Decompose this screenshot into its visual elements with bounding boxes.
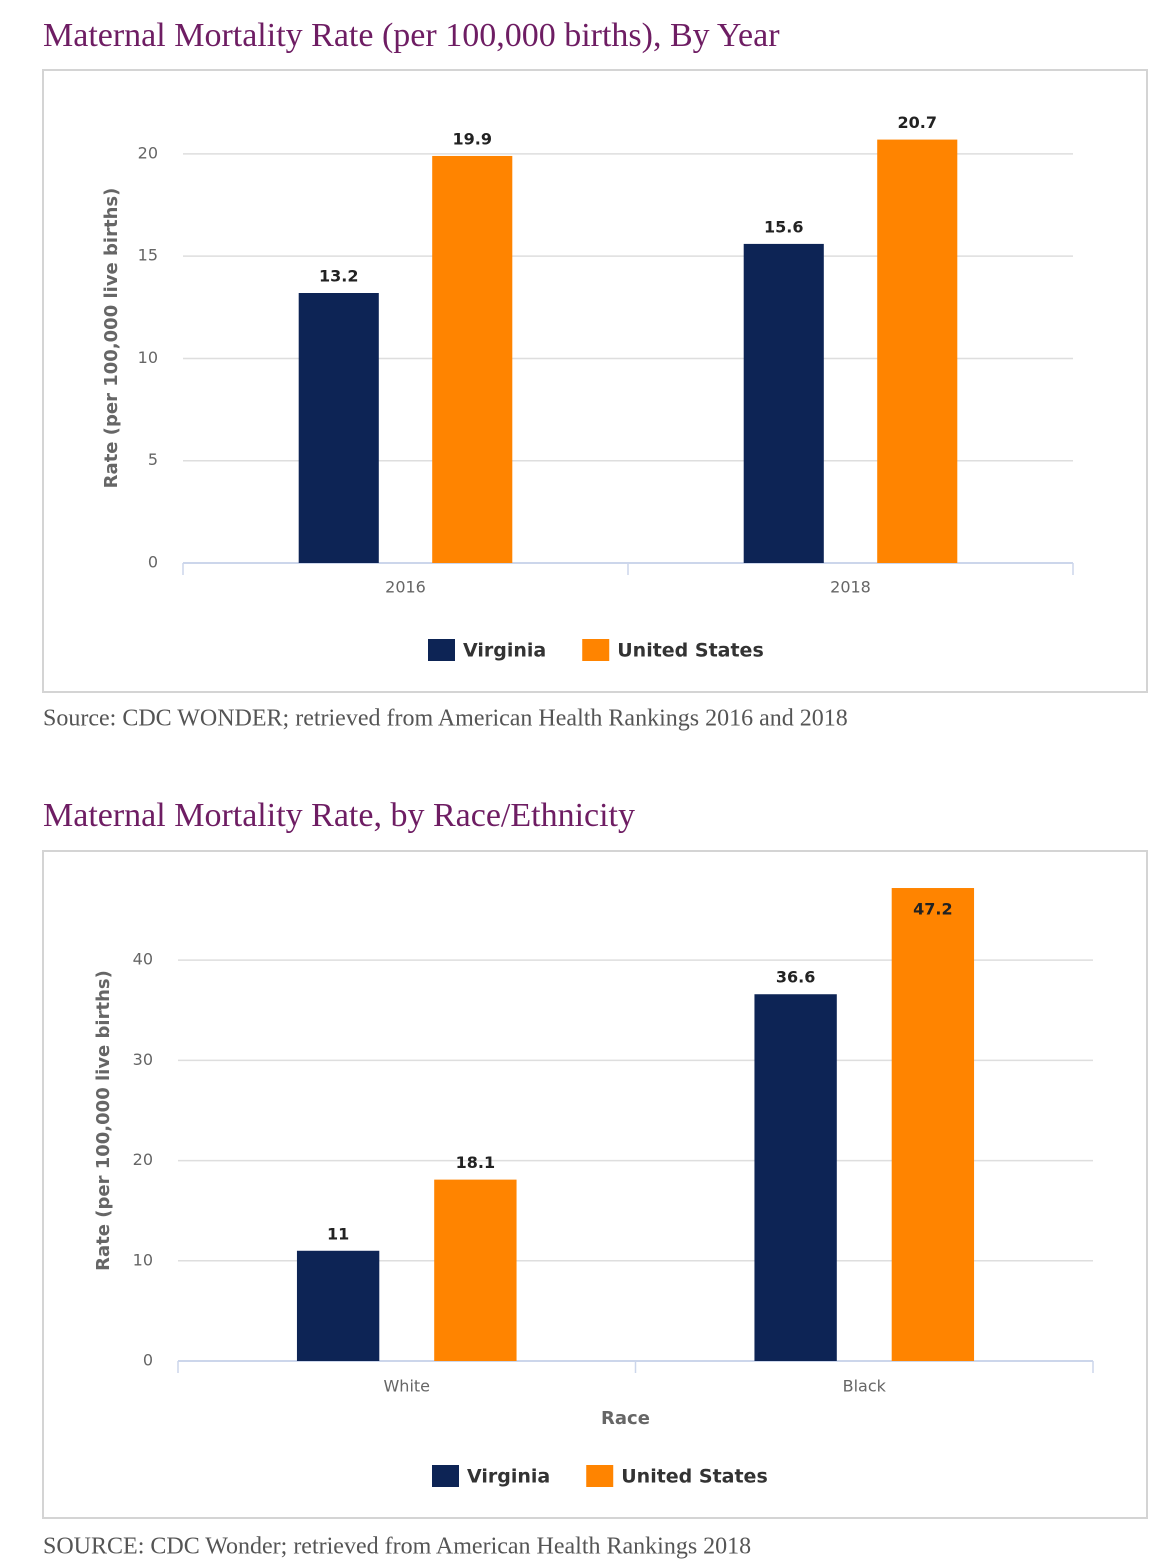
data-label: 47.2 (913, 900, 952, 919)
chart-title: Maternal Mortality Rate, by Race/Ethnici… (43, 797, 635, 834)
x-tick-label: 2018 (830, 578, 871, 597)
bar (891, 888, 975, 1361)
y-tick-label: 20 (133, 1150, 153, 1169)
y-tick-label: 20 (138, 143, 158, 162)
chart-frame (42, 850, 1148, 1519)
y-tick-label: 10 (138, 348, 158, 367)
y-axis-title: Rate (per 100,000 live births) (93, 970, 114, 1271)
legend-label: United States (621, 1466, 768, 1488)
data-label: 18.1 (456, 1153, 495, 1172)
x-tick-label: White (383, 1377, 430, 1396)
legend-swatch (432, 1465, 459, 1487)
bar (296, 1250, 380, 1361)
y-tick-label: 10 (133, 1250, 153, 1269)
data-label: 11 (327, 1224, 349, 1243)
data-label: 36.6 (776, 968, 815, 987)
legend-label: Virginia (463, 640, 546, 662)
chart-title: Maternal Mortality Rate (per 100,000 bir… (43, 17, 780, 54)
bar (298, 293, 379, 563)
source-note: Source: CDC WONDER; retrieved from Ameri… (43, 706, 848, 732)
y-tick-label: 40 (133, 950, 153, 969)
legend-swatch (586, 1465, 614, 1487)
x-tick-label: Black (843, 1377, 887, 1396)
legend-swatch (428, 639, 455, 661)
data-label: 19.9 (453, 129, 492, 148)
x-tick-label: 2016 (385, 578, 426, 597)
y-tick-label: 0 (148, 553, 158, 572)
y-tick-label: 5 (148, 450, 158, 469)
data-label: 20.7 (898, 113, 937, 132)
chart-frame (42, 69, 1148, 693)
data-label: 13.2 (319, 267, 358, 286)
bar (754, 994, 837, 1361)
x-axis-title: Race (601, 1408, 650, 1429)
y-tick-label: 30 (133, 1050, 153, 1069)
bar (434, 1179, 517, 1361)
legend-label: United States (617, 640, 764, 662)
source-note: SOURCE: CDC Wonder; retrieved from Ameri… (43, 1534, 751, 1560)
legend-label: Virginia (467, 1466, 550, 1488)
bar (877, 139, 958, 563)
bar (432, 155, 513, 564)
y-tick-label: 0 (143, 1351, 153, 1370)
y-axis-title: Rate (per 100,000 live births) (101, 188, 122, 489)
legend-swatch (582, 639, 610, 661)
y-tick-label: 15 (138, 246, 158, 265)
data-label: 15.6 (764, 217, 803, 236)
bar (743, 243, 824, 563)
